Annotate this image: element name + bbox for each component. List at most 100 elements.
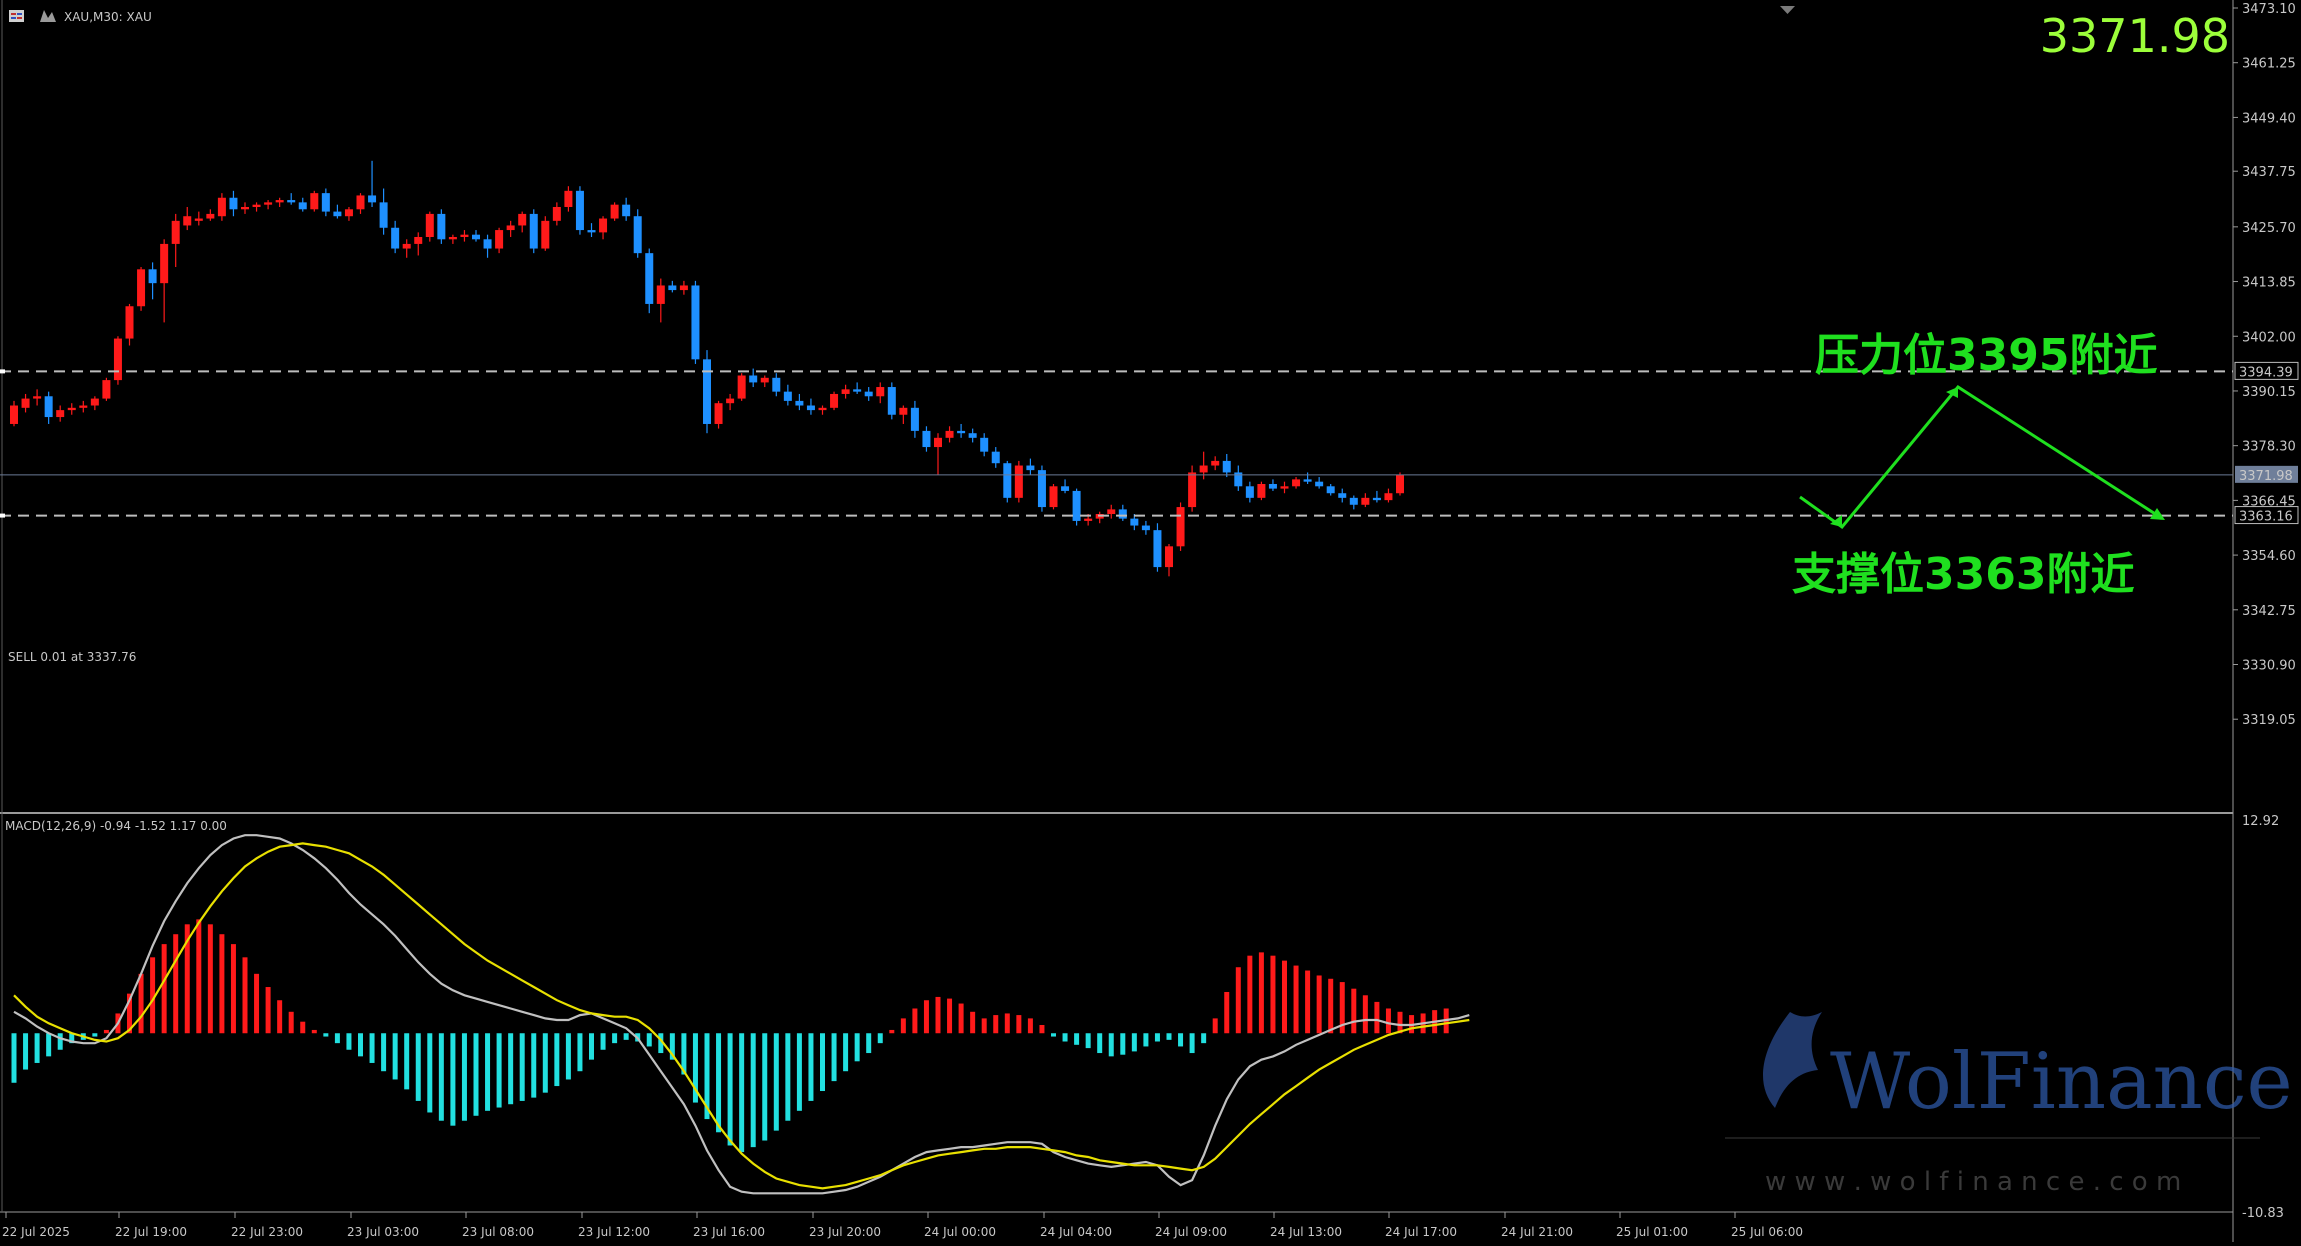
chart-header: XAU,M30: XAU bbox=[9, 10, 152, 24]
candle-body bbox=[876, 387, 885, 397]
candle bbox=[1361, 493, 1370, 508]
macd-histogram-bar bbox=[623, 1033, 629, 1040]
price-tick-label: 3366.45 bbox=[2242, 494, 2296, 509]
candle-body bbox=[252, 204, 261, 207]
macd-histogram-bar bbox=[1004, 1013, 1010, 1034]
candle bbox=[1107, 504, 1116, 519]
macd-histogram-bar bbox=[993, 1015, 999, 1034]
candle bbox=[726, 393, 735, 411]
price-tick-label: 3402.00 bbox=[2242, 330, 2296, 345]
macd-histogram-bar bbox=[103, 1029, 109, 1034]
price-tick-label: 3449.40 bbox=[2242, 111, 2296, 126]
time-tick-label: 24 Jul 13:00 bbox=[1270, 1225, 1342, 1239]
candle-body bbox=[183, 216, 192, 226]
candle-body bbox=[1222, 460, 1231, 473]
time-tick-label: 24 Jul 09:00 bbox=[1155, 1225, 1227, 1239]
candle-body bbox=[344, 209, 353, 217]
time-tick-label: 22 Jul 19:00 bbox=[115, 1225, 187, 1239]
macd-histogram-bar bbox=[646, 1033, 652, 1047]
candle-body bbox=[934, 437, 942, 448]
candle bbox=[472, 230, 480, 242]
symbol-label: XAU,M30: XAU bbox=[64, 10, 152, 24]
macd-histogram-bar bbox=[1201, 1033, 1207, 1044]
macd-histogram-bar bbox=[947, 998, 953, 1034]
candle bbox=[1153, 523, 1162, 572]
candle bbox=[714, 400, 723, 429]
macd-histogram-bar bbox=[265, 987, 271, 1034]
candle-body bbox=[1165, 546, 1173, 568]
forecast-arrows bbox=[1799, 385, 2165, 530]
price-tick-label: 3461.25 bbox=[2242, 57, 2296, 72]
candle bbox=[356, 193, 365, 214]
candle-body bbox=[679, 285, 688, 291]
candle bbox=[1268, 479, 1277, 491]
candle-body bbox=[887, 387, 896, 415]
candle-body bbox=[321, 193, 330, 212]
macd-histogram-bar bbox=[1282, 960, 1287, 1034]
macd-histogram-bar bbox=[1051, 1033, 1056, 1037]
macd-histogram-bar bbox=[681, 1033, 687, 1075]
candle bbox=[668, 280, 677, 293]
macd-histogram-bar bbox=[981, 1018, 987, 1034]
candle bbox=[10, 400, 18, 427]
time-tick-label: 22 Jul 2025 bbox=[2, 1225, 70, 1239]
candle-body bbox=[217, 197, 226, 217]
macd-histogram-bar bbox=[600, 1033, 606, 1050]
scroll-marker-icon[interactable] bbox=[1780, 6, 1795, 14]
candle bbox=[1003, 460, 1012, 503]
candle-body bbox=[102, 380, 111, 399]
macd-histogram-bar bbox=[1212, 1018, 1218, 1034]
macd-histogram-bar bbox=[1328, 978, 1334, 1034]
macd-histogram-bar bbox=[150, 957, 156, 1034]
time-tick-label: 24 Jul 00:00 bbox=[924, 1225, 996, 1239]
candle-body bbox=[472, 234, 480, 240]
macd-histogram-bar bbox=[219, 934, 225, 1034]
candle-body bbox=[113, 338, 122, 381]
macd-histogram-bar bbox=[346, 1033, 352, 1050]
candle bbox=[67, 403, 76, 415]
macd-histogram-bar bbox=[958, 1003, 964, 1034]
candle-body bbox=[1118, 509, 1127, 519]
candle-body bbox=[10, 405, 18, 424]
chart-menu-icon[interactable] bbox=[9, 10, 24, 22]
candle-body bbox=[945, 430, 954, 438]
candle bbox=[321, 188, 330, 217]
candle-body bbox=[495, 230, 504, 249]
macd-histogram-bar bbox=[496, 1033, 502, 1108]
candle bbox=[795, 393, 804, 411]
indicator-icon[interactable] bbox=[40, 10, 56, 22]
candle-body bbox=[1061, 486, 1070, 491]
macd-histogram-bar bbox=[1039, 1024, 1045, 1034]
candle bbox=[1072, 488, 1081, 526]
candle bbox=[529, 209, 538, 254]
resistance-annotation: 压力位3395附近 bbox=[1815, 330, 2157, 381]
candle-body bbox=[44, 396, 53, 418]
candle-body bbox=[1268, 483, 1277, 489]
macd-histogram-bar bbox=[1143, 1033, 1149, 1047]
candle bbox=[656, 278, 665, 323]
macd-histogram-bar bbox=[658, 1033, 664, 1054]
candle bbox=[1372, 490, 1381, 503]
order-label: SELL 0.01 at 3337.76 bbox=[8, 650, 136, 664]
candle-body bbox=[853, 389, 862, 392]
macd-histogram-bar bbox=[404, 1033, 410, 1090]
time-tick-label: 24 Jul 21:00 bbox=[1501, 1225, 1573, 1239]
candle-body bbox=[864, 391, 873, 397]
candle-body bbox=[1211, 460, 1220, 466]
candle-body bbox=[67, 407, 76, 411]
candle-body bbox=[1199, 465, 1208, 473]
macd-histogram-bar bbox=[173, 934, 179, 1034]
candle-body bbox=[1257, 483, 1266, 498]
macd-histogram-bar bbox=[369, 1033, 375, 1063]
current-price-tag-label: 3371.98 bbox=[2239, 469, 2293, 484]
macd-histogram-bar bbox=[242, 957, 248, 1034]
candle-body bbox=[1014, 465, 1023, 498]
candle bbox=[934, 433, 942, 475]
candle-body bbox=[33, 396, 42, 399]
candle bbox=[887, 382, 896, 420]
macd-histogram-bar bbox=[1120, 1033, 1126, 1055]
candle bbox=[1211, 456, 1220, 471]
candle bbox=[599, 216, 608, 240]
candle bbox=[183, 206, 192, 231]
